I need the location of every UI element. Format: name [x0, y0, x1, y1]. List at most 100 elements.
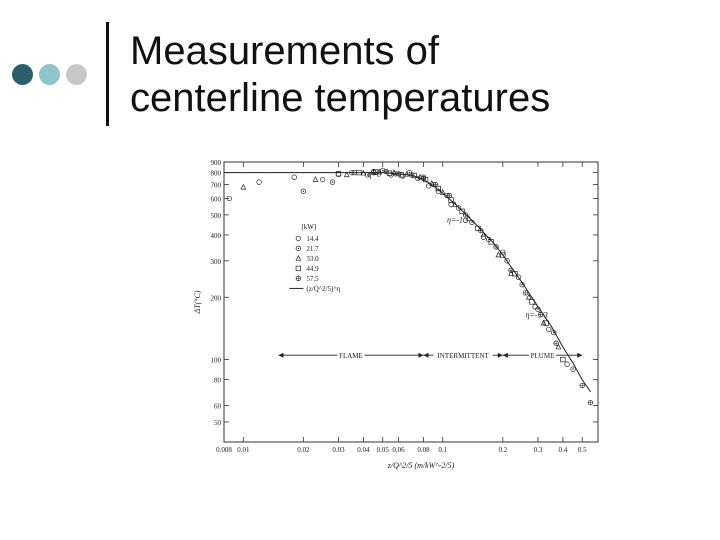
data-point-series-2-center	[457, 207, 460, 209]
y-tick-label: 800	[211, 170, 222, 178]
data-point-series-2	[469, 219, 475, 226]
data-point-series-3	[465, 215, 472, 221]
data-point-series-2	[329, 179, 336, 185]
x-tick-label: 0.03	[332, 446, 345, 454]
slide-title-line-2: centerline temperatures	[130, 76, 551, 120]
region-plume-label-bg	[529, 350, 557, 361]
x-tick-label: 0.3	[534, 446, 543, 454]
data-point-series-1	[226, 195, 232, 202]
data-point-series-1	[480, 234, 487, 240]
data-point-series-1	[435, 188, 441, 194]
data-point-series-3	[439, 189, 446, 195]
data-point-series-2	[455, 205, 462, 211]
data-point-series-2	[300, 188, 307, 194]
y-tick-label: 400	[211, 232, 222, 240]
data-point-series-3	[525, 293, 532, 300]
legend-label-2: 21.7	[306, 245, 319, 253]
region-plume-arrow-head-right	[577, 352, 583, 358]
region-intermittent-arrow-head-left	[423, 352, 429, 358]
y-tick-label: 300	[211, 258, 222, 266]
plot-frame	[223, 161, 599, 443]
data-point-series-4	[560, 356, 566, 363]
legend-marker-2	[295, 245, 302, 252]
slide-title: Measurements of centerline temperatures	[130, 28, 550, 122]
bullet-dot-grey	[66, 64, 87, 85]
data-point-series-2-center	[471, 221, 473, 224]
y-tick-label: 80	[214, 377, 222, 385]
data-point-series-2	[504, 258, 510, 264]
data-point-series-1	[500, 249, 506, 255]
region-flame-label: FLAME	[339, 352, 363, 360]
data-point-series-2-center	[572, 368, 574, 370]
x-axis-label: z/Q^2/5 (m/kW^-2/5)	[387, 461, 455, 470]
data-point-series-2-center	[302, 190, 305, 192]
data-point-series-2-center	[521, 283, 523, 286]
data-point-series-2-center	[408, 171, 411, 174]
legend-label-6: (z/Q^2/5)^η	[306, 285, 340, 293]
data-point-series-4	[435, 185, 441, 192]
data-point-series-2	[519, 282, 525, 288]
data-point-series-4	[459, 208, 465, 214]
data-point-series-1	[415, 175, 421, 182]
data-point-series-3	[343, 171, 350, 178]
data-point-series-3	[360, 169, 367, 176]
centerline-temperature-chart: 900 800 700 600 500 400 300 200 100 80 60 50 0.008 0.…	[193, 159, 599, 470]
x-tick-label: 0.008	[216, 446, 232, 454]
region-intermittent-label-bg	[433, 350, 493, 361]
data-point-series-3	[480, 231, 487, 238]
data-point-series-4	[529, 299, 535, 305]
data-point-series-2-center	[553, 331, 555, 334]
x-tick-label: 0.05	[377, 446, 390, 454]
data-point-series-4	[356, 169, 362, 176]
bullet-dot-dark	[12, 64, 33, 85]
annotation-eta-minus-1: η=-1	[447, 215, 463, 224]
title-divider	[106, 22, 109, 126]
x-tick-label: 0.06	[392, 446, 405, 454]
legend-marker-4	[295, 265, 302, 272]
y-tick-label: 900	[211, 159, 222, 167]
data-point-series-4	[335, 171, 342, 177]
data-point-series-1	[426, 183, 432, 189]
y-tick-label: 200	[211, 294, 222, 302]
data-point-series-1	[564, 361, 570, 367]
data-point-series-2-center	[382, 169, 384, 172]
legend-marker-2-center	[297, 247, 300, 250]
data-point-series-2	[570, 366, 576, 372]
data-point-series-2-center	[506, 260, 508, 262]
data-point-series-2-center	[331, 181, 334, 183]
region-flame-label-bg	[337, 350, 365, 361]
region-plume-label: PLUME	[531, 352, 555, 360]
data-point-series-3	[240, 183, 247, 190]
data-point-series-1	[320, 176, 326, 183]
x-tick-label: 0.08	[417, 446, 430, 454]
y-tick-label: 50	[214, 419, 222, 427]
legend-label-1: 14.4	[306, 235, 319, 243]
legend-label-5: 57.5	[306, 275, 319, 283]
x-tick-label: 0.2	[498, 446, 507, 454]
x-tick-label: 0.1	[438, 446, 447, 454]
legend-title: [kW]	[301, 223, 316, 231]
annotation-eta-minus-5-3: η=-5/3	[526, 310, 548, 319]
data-point-series-2	[349, 169, 355, 176]
data-point-series-1	[546, 326, 552, 332]
y-tick-label: 500	[211, 212, 222, 220]
data-point-series-4	[543, 320, 549, 326]
data-point-series-4	[448, 197, 454, 203]
data-point-series-3	[508, 270, 514, 276]
region-plume-arrow-head-left	[502, 352, 508, 358]
data-point-series-4	[398, 172, 405, 178]
slide-title-line-1: Measurements of	[130, 29, 440, 73]
region-flame-arrow-head-left	[278, 352, 284, 358]
data-point-series-4	[500, 252, 506, 258]
legend-marker-3	[295, 254, 302, 261]
data-point-series-3	[555, 343, 562, 350]
data-point-series-3	[495, 251, 502, 258]
region-intermittent-arrow-head-right	[497, 352, 503, 358]
data-point-series-4	[488, 239, 494, 245]
data-point-series-2-center	[366, 174, 369, 176]
y-axis-label: ΔT(°C)	[193, 290, 202, 314]
data-point-series-1	[515, 274, 522, 280]
data-point-series-2-center	[351, 171, 353, 174]
data-point-series-4	[512, 271, 518, 277]
y-tick-label: 60	[214, 403, 222, 411]
